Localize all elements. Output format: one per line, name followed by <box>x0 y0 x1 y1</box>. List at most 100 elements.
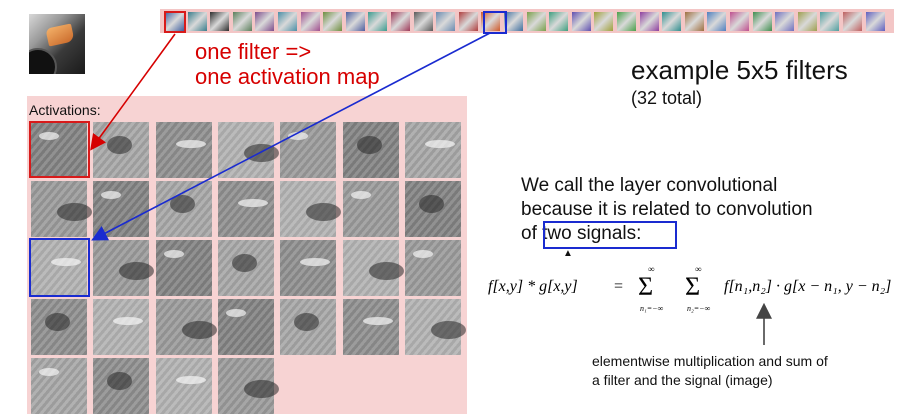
activation-feature <box>368 262 404 280</box>
activation-map <box>404 299 466 355</box>
filter-tile <box>775 12 795 31</box>
highlight-filter-14 <box>483 11 507 34</box>
activation-map <box>155 240 212 296</box>
one-activation-map-label: one activation map <box>195 64 380 89</box>
activation-map <box>404 240 461 296</box>
filter-tile <box>232 12 252 31</box>
activation-feature <box>300 258 331 266</box>
one-filter-label: one filter => <box>195 39 312 64</box>
formula-rhs: f[n₁,n₂] · g[x − n₁, y − n₂] <box>724 278 891 295</box>
input-image <box>29 14 85 74</box>
sum2-sigma: Σ <box>685 272 700 301</box>
activation-feature <box>424 140 455 148</box>
filter-tile <box>730 12 749 31</box>
filter-tile <box>436 12 456 31</box>
activation-map <box>342 299 399 355</box>
activation-feature <box>39 132 59 140</box>
activation-feature <box>362 317 393 325</box>
sum1-lower: n₁=−∞ <box>640 304 664 313</box>
activation-map <box>280 240 337 296</box>
activation-map <box>93 358 150 414</box>
activation-map <box>342 240 404 296</box>
activation-feature <box>119 262 155 280</box>
arrow-blue-icon <box>91 32 491 241</box>
filter-tile <box>504 12 523 31</box>
filter-tile <box>368 12 388 31</box>
text-line-2: because it is related to convolution <box>521 199 813 220</box>
sum1-sigma: Σ <box>638 272 653 301</box>
annotation-line-2: a filter and the signal (image) <box>592 372 773 388</box>
example-filters-count: (32 total) <box>631 88 703 108</box>
activation-map <box>217 358 279 414</box>
filter-tile <box>481 12 501 31</box>
highlight-two-signals <box>543 221 677 249</box>
activation-map <box>31 358 87 414</box>
activation-feature <box>51 258 81 266</box>
filter-tile <box>323 12 343 31</box>
activation-feature <box>163 250 184 258</box>
filter-tile <box>210 12 230 31</box>
activation-feature <box>39 368 59 376</box>
filter-tile <box>278 12 297 31</box>
annotation-line-1: elementwise multiplication and sum of <box>592 353 828 369</box>
formula-lhs: f[x,y] * g[x,y] <box>488 278 578 295</box>
filter-tile <box>594 12 614 31</box>
activation-map <box>93 299 150 355</box>
activation-feature <box>45 313 70 331</box>
filter-tile <box>255 12 275 31</box>
activation-feature <box>107 136 133 154</box>
activation-feature <box>107 372 133 390</box>
activation-feature <box>243 380 279 398</box>
filter-tile <box>684 12 704 31</box>
formula-equals: = <box>614 278 623 295</box>
activation-map <box>404 181 461 237</box>
filter-tile <box>391 12 410 31</box>
activation-feature <box>350 191 371 199</box>
activation-feature <box>243 144 279 162</box>
filter-tile <box>797 12 817 31</box>
activation-feature <box>169 195 195 213</box>
activation-map <box>31 181 92 237</box>
filter-tile <box>549 12 569 31</box>
activation-map <box>217 181 274 237</box>
activation-feature <box>101 191 122 199</box>
example-filters-title: example 5x5 filters <box>631 55 848 85</box>
filter-tile <box>639 12 659 31</box>
activation-feature <box>288 132 309 140</box>
activation-map <box>404 122 461 178</box>
activation-feature <box>113 317 144 325</box>
filter-tile <box>187 12 207 31</box>
convolution-formula: f[x,y] * g[x,y] = ∞ Σ n₁=−∞ ∞ Σ n₂=−∞ f[… <box>488 264 891 313</box>
activation-map <box>31 122 87 178</box>
activation-feature <box>181 321 217 339</box>
filter-strip <box>160 9 894 33</box>
filter-tile <box>345 12 365 31</box>
filter-tile <box>458 12 478 31</box>
activation-map <box>217 122 279 178</box>
activation-map <box>31 299 87 355</box>
activation-feature <box>412 250 433 258</box>
activation-feature <box>294 313 320 331</box>
activation-map <box>342 181 399 237</box>
activation-feature <box>356 136 382 154</box>
activation-feature <box>225 309 246 317</box>
filter-tile <box>526 12 546 31</box>
text-line-1: We call the layer convolutional <box>521 175 778 196</box>
text-line-3-prefix: of <box>521 223 543 244</box>
filter-tile <box>752 12 772 31</box>
text-line-3: of two signals: <box>521 223 641 245</box>
activation-map <box>31 240 87 296</box>
filter-tile <box>707 12 727 31</box>
filter-tile <box>571 12 591 31</box>
highlight-first-filter <box>164 11 186 33</box>
activation-map <box>155 122 212 178</box>
sum2-lower: n₂=−∞ <box>687 304 711 313</box>
activation-feature <box>175 376 206 384</box>
activation-map <box>280 181 342 237</box>
activation-map <box>155 181 212 237</box>
activation-map <box>342 122 399 178</box>
filter-tile <box>820 12 840 31</box>
activation-feature <box>430 321 466 339</box>
arrow-red-icon <box>90 33 176 151</box>
